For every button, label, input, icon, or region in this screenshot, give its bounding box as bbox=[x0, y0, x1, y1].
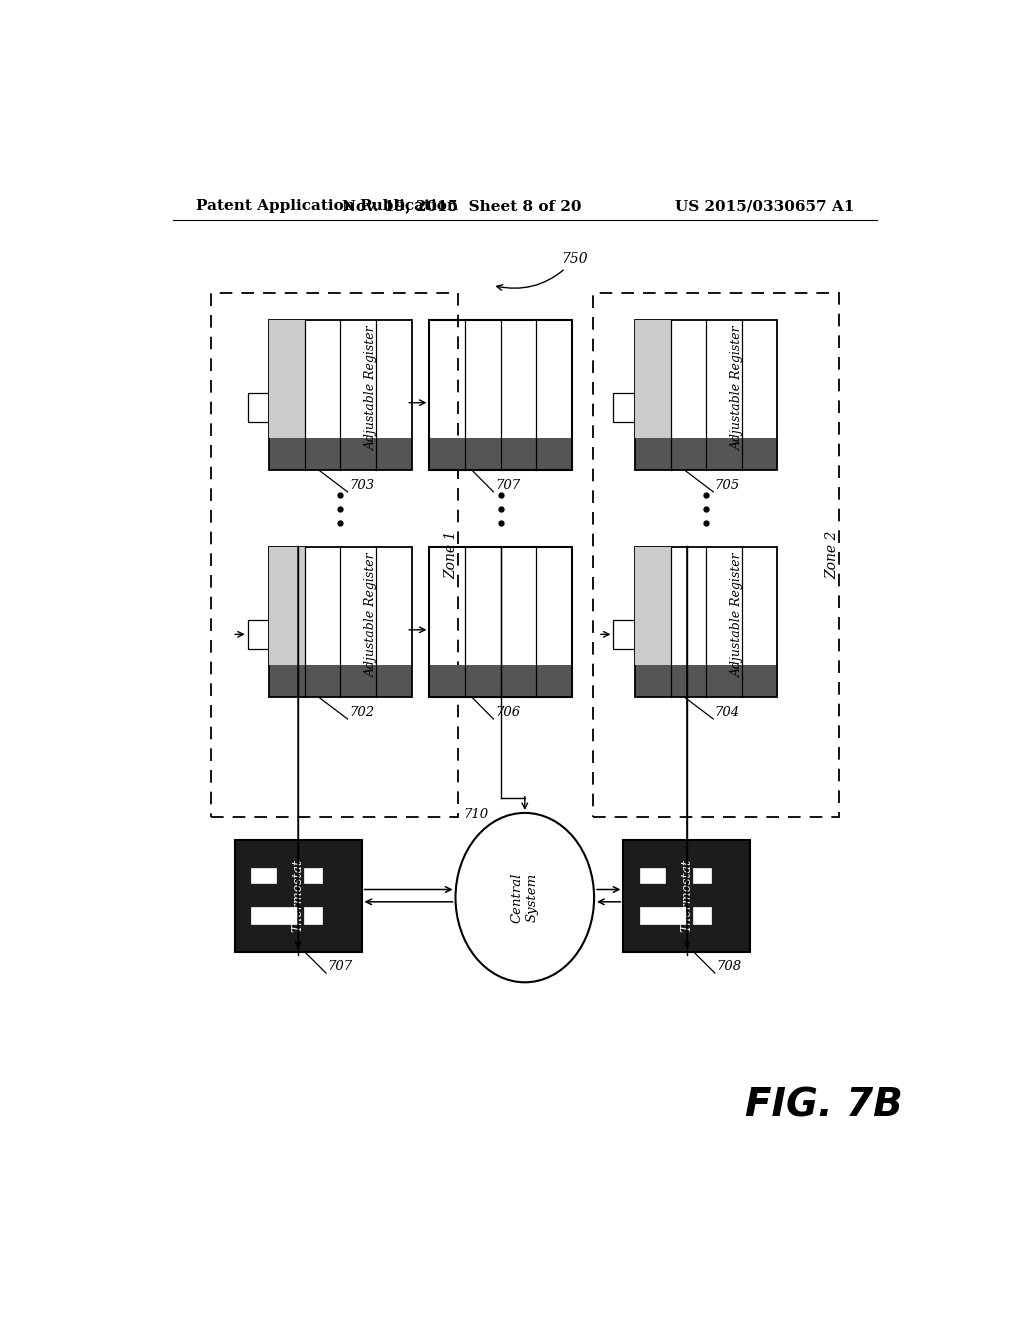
Bar bbox=[635, 438, 777, 470]
Bar bbox=[234, 840, 361, 952]
Text: US 2015/0330657 A1: US 2015/0330657 A1 bbox=[675, 199, 854, 213]
Bar bbox=[635, 548, 777, 697]
Bar bbox=[635, 548, 671, 665]
Bar bbox=[269, 321, 305, 438]
Text: Nov. 19, 2015  Sheet 8 of 20: Nov. 19, 2015 Sheet 8 of 20 bbox=[342, 199, 582, 213]
Text: 708: 708 bbox=[717, 960, 741, 973]
Text: Adjustable Register: Adjustable Register bbox=[366, 325, 378, 450]
Text: Central
System: Central System bbox=[511, 873, 539, 923]
Text: 705: 705 bbox=[715, 479, 740, 492]
Bar bbox=[613, 392, 635, 422]
Bar bbox=[640, 907, 686, 924]
Text: Adjustable Register: Adjustable Register bbox=[731, 325, 744, 450]
Text: 710: 710 bbox=[464, 808, 488, 821]
Bar bbox=[613, 619, 635, 649]
Bar bbox=[635, 321, 777, 470]
Text: Thermostat: Thermostat bbox=[680, 859, 693, 932]
Text: Thermostat: Thermostat bbox=[292, 859, 304, 932]
Bar bbox=[429, 321, 571, 470]
Text: Zone 2: Zone 2 bbox=[825, 531, 840, 579]
Bar bbox=[624, 840, 751, 952]
Bar bbox=[252, 907, 298, 924]
Bar bbox=[635, 321, 671, 438]
Text: 702: 702 bbox=[349, 706, 374, 719]
Text: Patent Application Publication: Patent Application Publication bbox=[196, 199, 458, 213]
Bar bbox=[269, 548, 412, 697]
Bar bbox=[269, 438, 412, 470]
Bar bbox=[429, 438, 571, 470]
Text: 707: 707 bbox=[328, 960, 352, 973]
Bar bbox=[248, 392, 269, 422]
Bar bbox=[304, 867, 323, 883]
Ellipse shape bbox=[456, 813, 594, 982]
Text: 750: 750 bbox=[497, 252, 589, 290]
Bar bbox=[640, 867, 665, 883]
Text: Adjustable Register: Adjustable Register bbox=[731, 553, 744, 677]
Text: 703: 703 bbox=[349, 479, 374, 492]
Bar bbox=[692, 867, 711, 883]
Bar bbox=[269, 548, 305, 665]
Bar bbox=[429, 548, 571, 697]
Text: 704: 704 bbox=[715, 706, 740, 719]
Bar bbox=[211, 293, 458, 817]
Bar bbox=[252, 867, 276, 883]
Bar bbox=[248, 619, 269, 649]
Text: Adjustable Register: Adjustable Register bbox=[366, 553, 378, 677]
Bar bbox=[304, 907, 323, 924]
Bar bbox=[429, 665, 571, 697]
Text: 707: 707 bbox=[495, 479, 520, 492]
Bar bbox=[593, 293, 839, 817]
Bar bbox=[269, 321, 412, 470]
Bar bbox=[635, 665, 777, 697]
Bar bbox=[269, 665, 412, 697]
Text: FIG. 7B: FIG. 7B bbox=[744, 1086, 902, 1125]
Text: 706: 706 bbox=[495, 706, 520, 719]
Bar bbox=[692, 907, 711, 924]
Text: Zone 1: Zone 1 bbox=[444, 531, 459, 579]
